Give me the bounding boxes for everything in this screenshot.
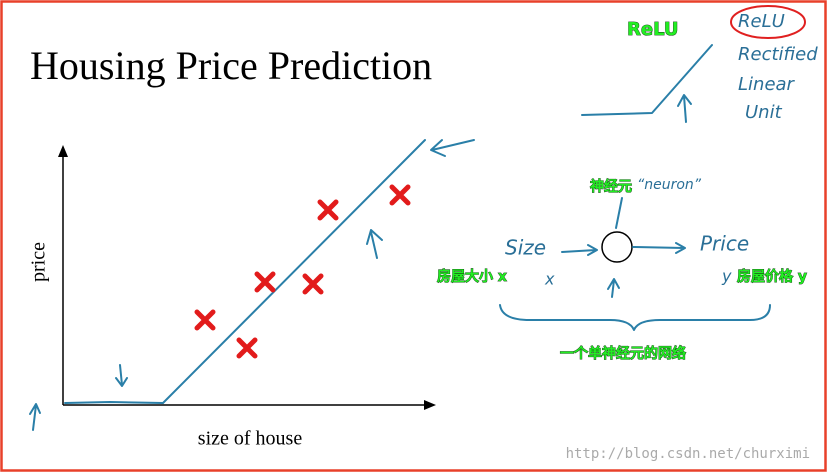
hand-arrow — [607, 278, 620, 298]
input-var: x — [544, 270, 555, 289]
data-crosses — [194, 184, 411, 359]
input-arrow — [561, 244, 598, 256]
relu-note-line: Unit — [745, 102, 783, 123]
neuron-handwritten: “neuron” — [637, 177, 702, 193]
neuron-diagram: 神经元 “neuron” Size Price 房屋大小 x x y 房屋价格 … — [437, 177, 808, 362]
y-axis-label: price — [28, 242, 50, 282]
hand-arrow — [677, 94, 692, 123]
output-note: 房屋价格 y — [737, 268, 807, 285]
network-caption: 一个单神经元的网络 — [560, 345, 686, 362]
input-note: 房屋大小 x — [437, 268, 507, 285]
relu-label: ReLU — [627, 19, 679, 40]
output-label: Price — [700, 232, 749, 256]
relu-note-line: Linear — [738, 74, 796, 95]
hand-line — [615, 197, 623, 229]
plot: price size of house — [28, 139, 475, 450]
y-axis-arrow — [58, 145, 68, 157]
neuron-caption: 神经元 — [590, 178, 632, 195]
hand-arrow — [430, 139, 475, 157]
cross — [194, 184, 411, 359]
hand-arrow — [366, 229, 383, 259]
x-axis-label: size of house — [198, 428, 303, 450]
x-axis-arrow — [424, 400, 436, 410]
watermark: http://blog.csdn.net/churximi — [566, 446, 810, 462]
relu-note-line: Rectified — [738, 44, 818, 65]
fit-line — [64, 139, 426, 404]
relu-circle — [730, 5, 806, 39]
output-arrow — [632, 242, 686, 254]
hand-arrow — [29, 403, 41, 431]
relu-sketch — [581, 44, 713, 116]
input-label: Size — [505, 236, 546, 260]
slide-title: Housing Price Prediction — [30, 43, 432, 88]
brace — [499, 304, 771, 331]
hand-arrow — [115, 364, 128, 387]
relu-note: ReLU ReLU Rectified Linear Unit — [581, 5, 818, 123]
relu-note-line: ReLU — [738, 11, 785, 32]
output-var: y — [721, 267, 732, 286]
